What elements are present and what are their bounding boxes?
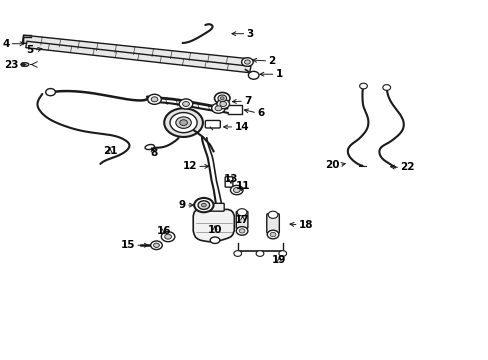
Circle shape — [244, 60, 250, 64]
FancyBboxPatch shape — [266, 214, 279, 233]
Circle shape — [267, 230, 278, 239]
FancyBboxPatch shape — [236, 211, 247, 228]
Circle shape — [233, 188, 240, 193]
Ellipse shape — [21, 63, 29, 66]
Circle shape — [382, 85, 390, 90]
Circle shape — [269, 232, 275, 237]
Circle shape — [215, 106, 222, 111]
Polygon shape — [193, 208, 234, 242]
Circle shape — [239, 229, 244, 233]
Circle shape — [153, 243, 159, 247]
Circle shape — [267, 211, 277, 219]
Text: 14: 14 — [234, 122, 248, 132]
Circle shape — [218, 95, 226, 102]
Circle shape — [359, 83, 366, 89]
Text: 16: 16 — [157, 226, 171, 236]
Polygon shape — [22, 35, 246, 66]
Circle shape — [256, 251, 264, 256]
FancyBboxPatch shape — [205, 121, 220, 128]
Circle shape — [164, 108, 203, 137]
Text: 17: 17 — [235, 215, 249, 225]
Text: 1: 1 — [275, 69, 282, 79]
Ellipse shape — [145, 144, 154, 149]
Text: 11: 11 — [235, 181, 249, 192]
Circle shape — [237, 209, 246, 216]
Text: 9: 9 — [179, 200, 185, 210]
Circle shape — [170, 113, 197, 133]
Polygon shape — [26, 41, 250, 73]
Circle shape — [217, 99, 229, 109]
Text: 13: 13 — [223, 174, 238, 184]
Text: 7: 7 — [244, 96, 251, 106]
Text: 6: 6 — [257, 108, 264, 118]
Text: 20: 20 — [324, 160, 339, 170]
Circle shape — [150, 241, 162, 249]
Circle shape — [230, 185, 243, 195]
Text: 21: 21 — [102, 145, 117, 156]
Text: 8: 8 — [150, 148, 157, 158]
Text: 19: 19 — [272, 255, 286, 265]
Text: 23: 23 — [3, 59, 18, 69]
Text: 10: 10 — [207, 225, 222, 235]
Circle shape — [179, 99, 192, 109]
Circle shape — [182, 102, 189, 107]
Text: 5: 5 — [26, 45, 34, 55]
Text: 18: 18 — [298, 220, 312, 230]
Circle shape — [176, 117, 191, 129]
Circle shape — [198, 201, 209, 210]
Circle shape — [161, 231, 175, 242]
Text: 22: 22 — [400, 162, 414, 172]
Circle shape — [147, 94, 161, 104]
Text: 12: 12 — [182, 161, 197, 171]
Circle shape — [151, 97, 158, 102]
Circle shape — [211, 103, 224, 113]
Circle shape — [194, 198, 213, 212]
Circle shape — [179, 120, 187, 126]
Circle shape — [233, 251, 241, 256]
Circle shape — [236, 226, 247, 235]
FancyBboxPatch shape — [224, 177, 232, 187]
Text: 4: 4 — [2, 39, 9, 49]
Circle shape — [278, 251, 286, 256]
Circle shape — [45, 89, 55, 96]
Circle shape — [220, 97, 224, 100]
Circle shape — [248, 71, 259, 79]
Text: 3: 3 — [246, 29, 253, 39]
Ellipse shape — [210, 237, 220, 243]
Circle shape — [220, 102, 226, 107]
Circle shape — [201, 203, 206, 207]
Text: 15: 15 — [121, 240, 135, 250]
Text: 2: 2 — [267, 56, 275, 66]
Circle shape — [214, 93, 229, 104]
Circle shape — [164, 234, 171, 239]
Circle shape — [241, 58, 253, 66]
FancyBboxPatch shape — [206, 203, 224, 211]
